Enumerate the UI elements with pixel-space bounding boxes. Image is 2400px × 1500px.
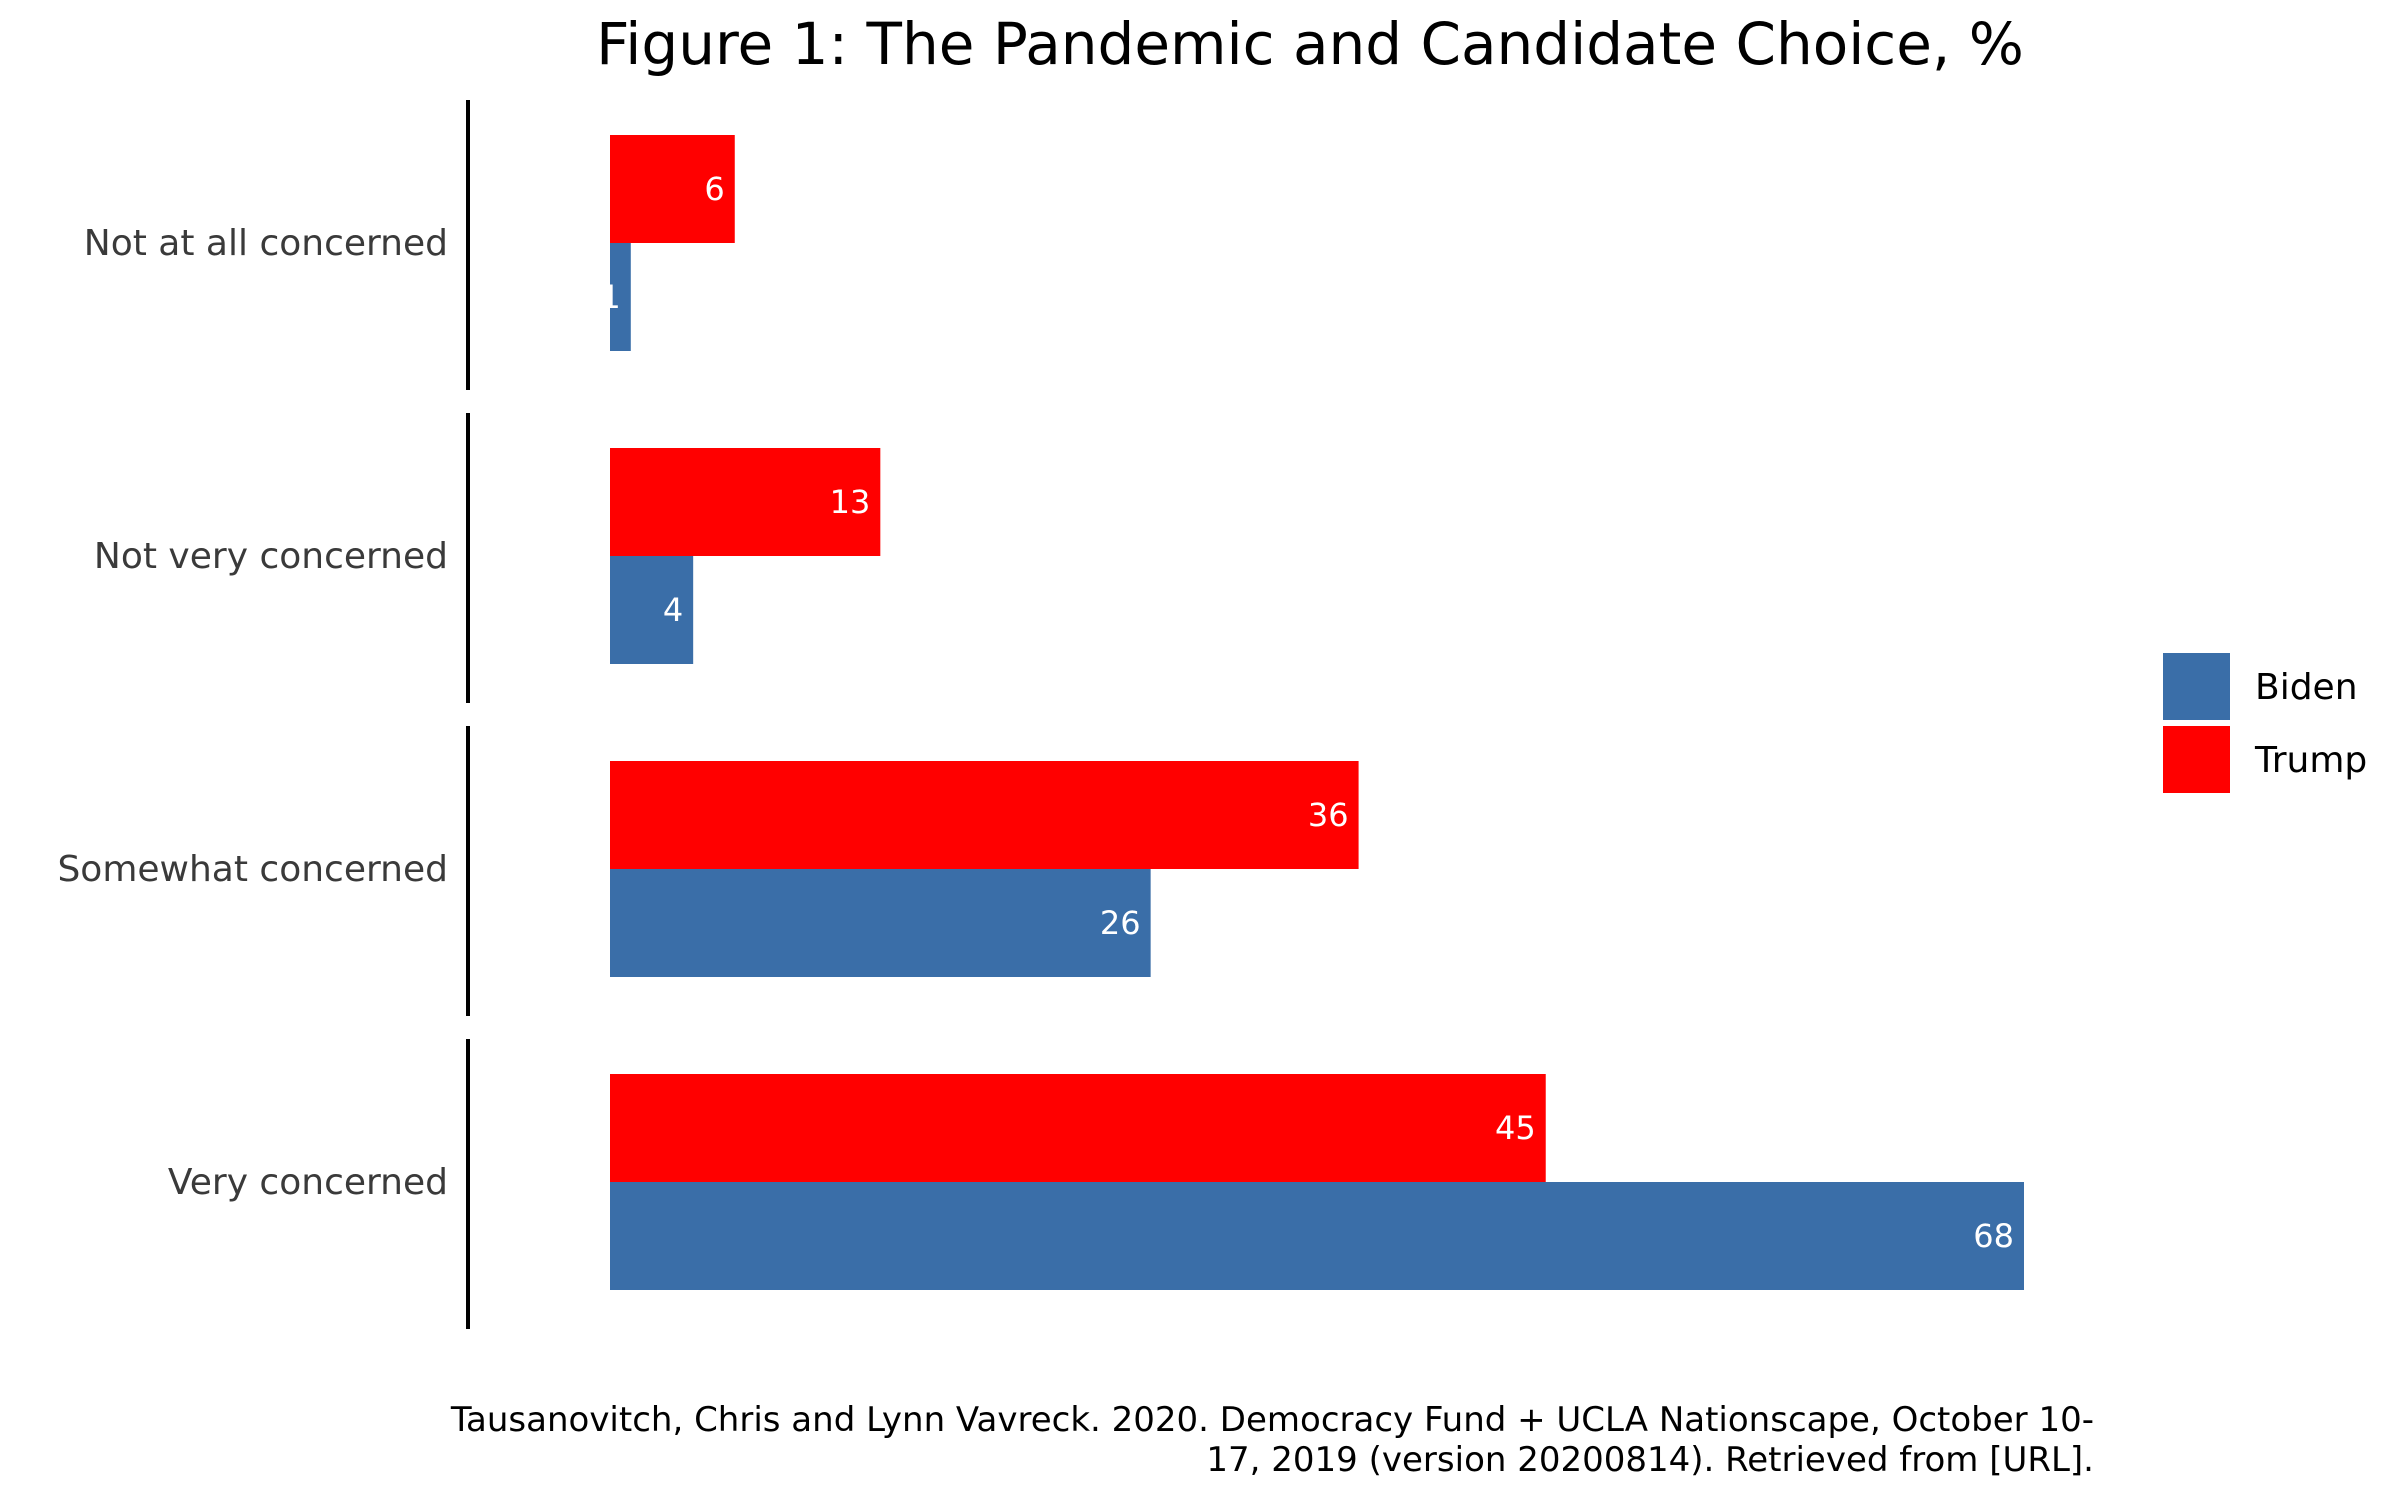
bar-biden-not-very-concerned — [610, 556, 694, 664]
category-label-somewhat-concerned: Somewhat concerned — [57, 849, 448, 890]
caption-line-1: Tausanovitch, Chris and Lynn Vavreck. 20… — [450, 1400, 2094, 1440]
chart-title: Figure 1: The Pandemic and Candidate Cho… — [596, 10, 2024, 78]
data-label-biden-not-at-all-concerned: 1 — [600, 278, 620, 316]
data-label-trump-somewhat-concerned: 36 — [1308, 796, 1349, 834]
data-label-trump-very-concerned: 45 — [1495, 1109, 1536, 1147]
legend-swatch-biden — [2163, 653, 2230, 720]
data-label-trump-not-very-concerned: 13 — [830, 483, 871, 521]
bar-trump-not-at-all-concerned — [610, 135, 735, 243]
category-label-not-very-concerned: Not very concerned — [94, 536, 448, 577]
bar-trump-not-very-concerned — [610, 448, 881, 556]
data-label-trump-not-at-all-concerned: 6 — [704, 170, 724, 208]
legend-label-trump: Trump — [2254, 740, 2367, 781]
bar-biden-not-at-all-concerned — [610, 243, 631, 351]
data-label-biden-somewhat-concerned: 26 — [1100, 904, 1141, 942]
bar-trump-somewhat-concerned — [610, 761, 1359, 869]
bar-biden-somewhat-concerned — [610, 869, 1151, 977]
category-label-very-concerned: Very concerned — [168, 1162, 448, 1203]
bar-biden-very-concerned — [610, 1182, 2024, 1290]
legend-label-biden: Biden — [2255, 667, 2358, 708]
source-caption: Tausanovitch, Chris and Lynn Vavreck. 20… — [394, 1400, 2094, 1480]
data-label-biden-not-very-concerned: 4 — [663, 591, 683, 629]
bar-trump-very-concerned — [610, 1074, 1546, 1182]
legend-swatch-trump — [2163, 726, 2230, 793]
caption-line-2: 17, 2019 (version 20200814). Retrieved f… — [1206, 1440, 2094, 1480]
category-label-not-at-all-concerned: Not at all concerned — [84, 223, 448, 264]
data-label-biden-very-concerned: 68 — [1973, 1217, 2014, 1255]
